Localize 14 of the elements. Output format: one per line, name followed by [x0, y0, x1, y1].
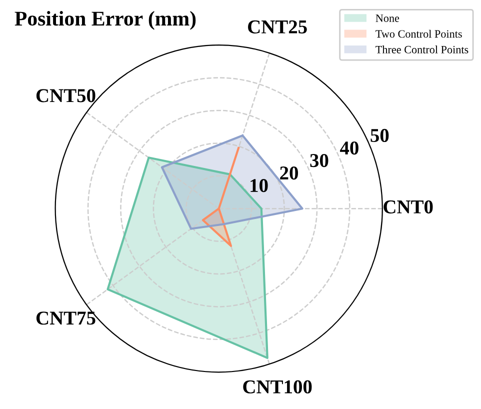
- spoke-label: CNT25: [248, 20, 307, 34]
- y-tick-label: 10: [250, 179, 268, 192]
- y-tick-label: 30: [310, 154, 328, 168]
- spoke-label: CNT50: [36, 89, 96, 102]
- spoke-label: CNT75: [36, 312, 96, 325]
- legend-label: Three Control Points: [376, 46, 468, 54]
- y-tick-label: 50: [370, 128, 389, 142]
- y-tick-label: 40: [340, 141, 358, 155]
- legend-label: Two Control Points: [376, 30, 462, 38]
- spoke-label: CNT0: [384, 200, 433, 214]
- legend-label: None: [376, 14, 400, 22]
- y-tick-label: 20: [280, 166, 298, 180]
- spoke-label: CNT100: [243, 380, 312, 394]
- chart-title: Position Error (mm): [14, 11, 196, 30]
